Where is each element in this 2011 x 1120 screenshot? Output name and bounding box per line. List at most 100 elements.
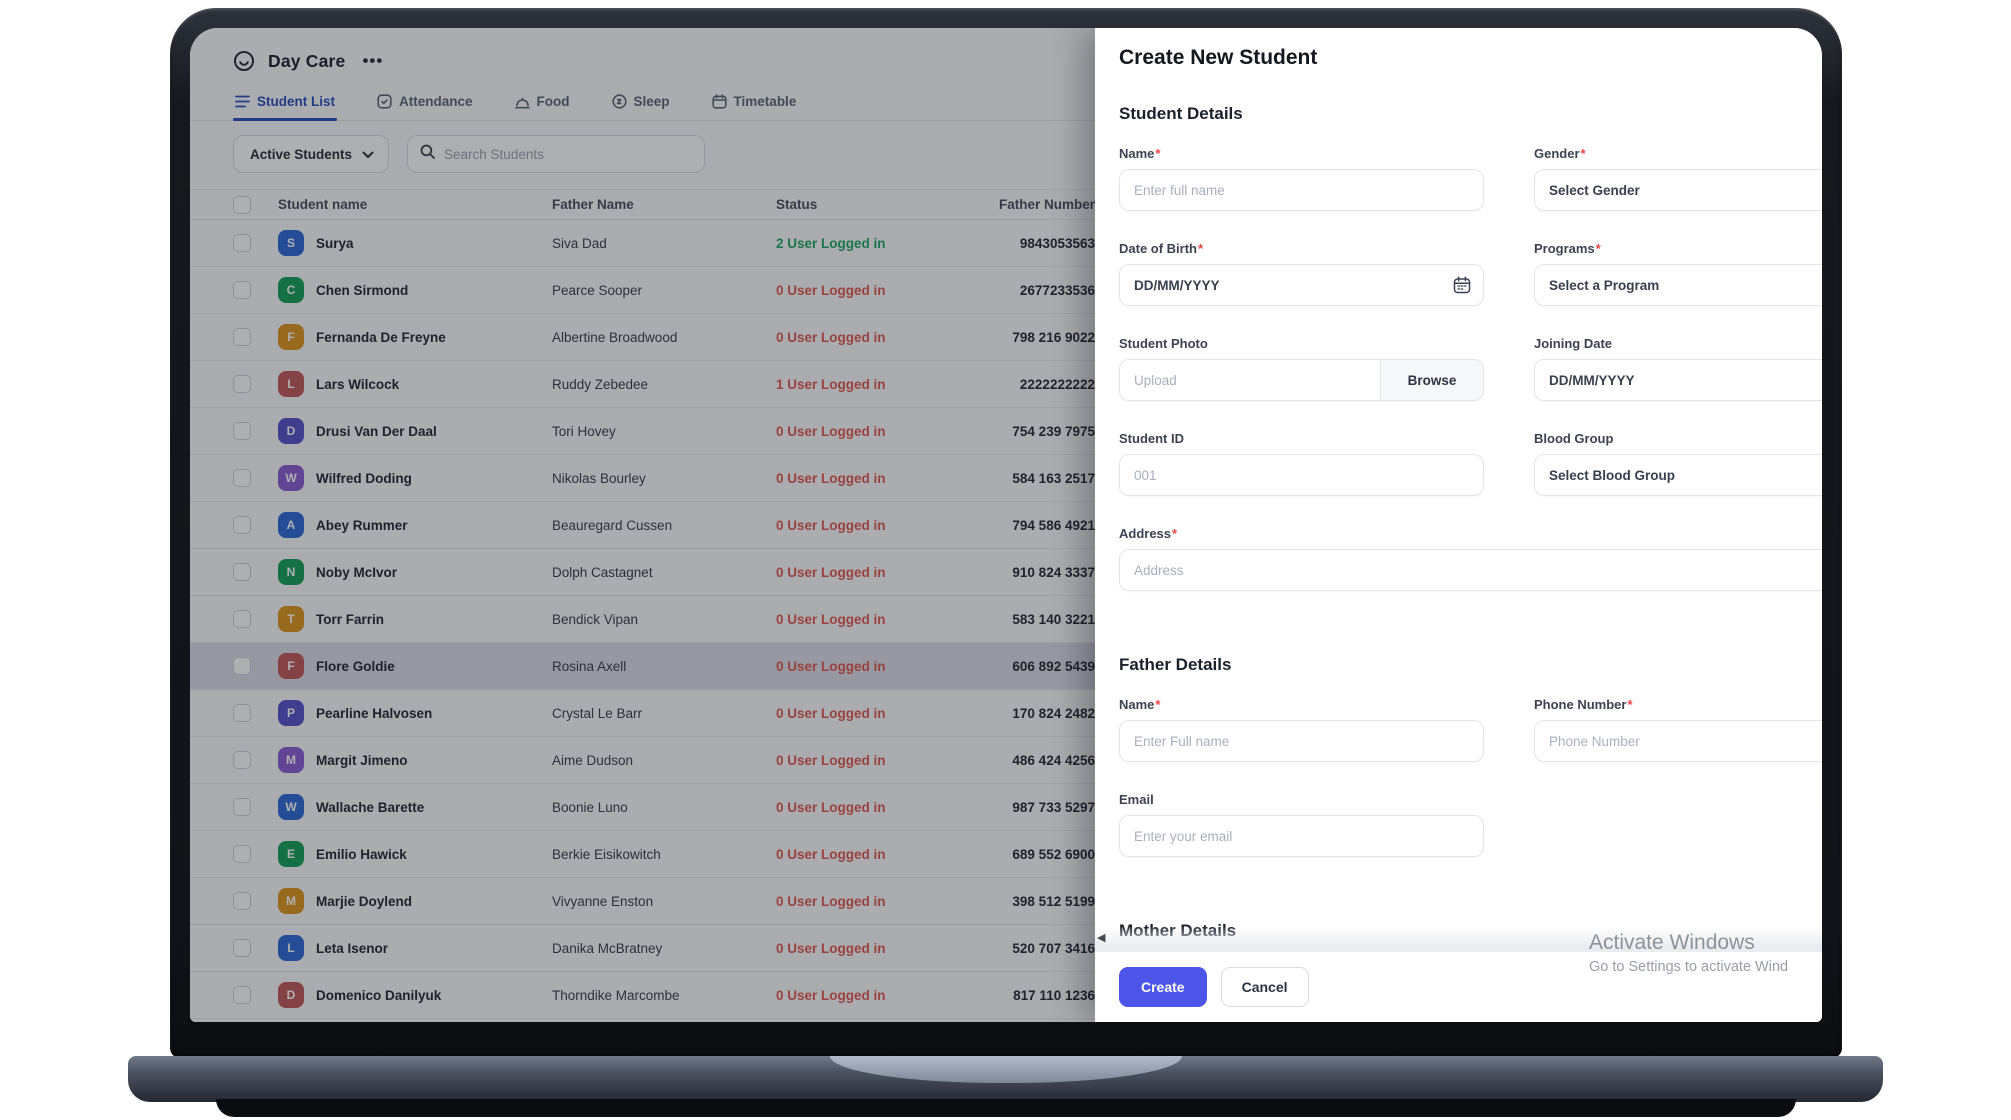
avatar: T <box>278 606 304 632</box>
status-text: 0 User Logged in <box>776 705 886 721</box>
search-input[interactable] <box>444 146 693 162</box>
row-checkbox[interactable] <box>233 892 251 910</box>
tab-food[interactable]: Food <box>513 90 572 120</box>
student-name: Surya <box>316 235 354 251</box>
row-checkbox[interactable] <box>233 234 251 252</box>
student-name: Abey Rummer <box>316 517 408 533</box>
student-photo-input[interactable]: Upload Browse <box>1119 359 1484 401</box>
date-of-birth-text: DD/MM/YYYY <box>1134 277 1220 293</box>
required-asterisk: * <box>1155 146 1161 161</box>
column-header-student-name: Student name <box>278 197 368 212</box>
father-name: Siva Dad <box>552 235 607 251</box>
table-row[interactable]: T Torr Farrin Bendick Vipan 0 User Logge… <box>190 596 1103 643</box>
student-name: Noby McIvor <box>316 564 398 580</box>
tab-timetable[interactable]: Timetable <box>710 90 799 120</box>
row-checkbox[interactable] <box>233 845 251 863</box>
date-of-birth-input[interactable]: DD/MM/YYYY <box>1119 264 1484 306</box>
status-text: 0 User Logged in <box>776 658 886 674</box>
row-checkbox[interactable] <box>233 328 251 346</box>
student-id-input[interactable]: 001 <box>1119 454 1484 496</box>
row-checkbox[interactable] <box>233 610 251 628</box>
row-checkbox[interactable] <box>233 657 251 675</box>
required-asterisk: * <box>1155 697 1161 712</box>
table-row[interactable]: F Fernanda De Freyne Albertine Broadwood… <box>190 314 1103 361</box>
table-row[interactable]: N Noby McIvor Dolph Castagnet 0 User Log… <box>190 549 1103 596</box>
row-checkbox[interactable] <box>233 704 251 722</box>
row-checkbox[interactable] <box>233 422 251 440</box>
gender-field: Gender* Select Gender <box>1534 146 1822 211</box>
select-all-checkbox[interactable] <box>233 195 251 214</box>
father-name: Thorndike Marcombe <box>552 987 680 1003</box>
table-row[interactable]: L Lars Wilcock Ruddy Zebedee 1 User Logg… <box>190 361 1103 408</box>
table-row[interactable]: D Drusi Van Der Daal Tori Hovey 0 User L… <box>190 408 1103 455</box>
father-phone-input[interactable]: Phone Number <box>1534 720 1822 762</box>
row-checkbox[interactable] <box>233 516 251 534</box>
create-button[interactable]: Create <box>1119 967 1207 1007</box>
gender-select[interactable]: Select Gender <box>1534 169 1822 211</box>
status-text: 0 User Logged in <box>776 752 886 768</box>
row-checkbox[interactable] <box>233 281 251 299</box>
column-header-status: Status <box>776 197 818 212</box>
table-row[interactable]: W Wilfred Doding Nikolas Bourley 0 User … <box>190 455 1103 502</box>
row-checkbox[interactable] <box>233 939 251 957</box>
table-row[interactable]: M Margit Jimeno Aime Dudson 0 User Logge… <box>190 737 1103 784</box>
avatar: F <box>278 324 304 350</box>
father-name: Ruddy Zebedee <box>552 376 649 392</box>
table-row[interactable]: L Leta Isenor Danika McBratney 0 User Lo… <box>190 925 1103 972</box>
father-name-input[interactable]: Enter Full name <box>1119 720 1484 762</box>
student-photo-field: Student Photo Upload Browse <box>1119 336 1484 401</box>
table-row[interactable]: S Surya Siva Dad 2 User Logged in 984305… <box>190 220 1103 267</box>
status-text: 0 User Logged in <box>776 564 886 580</box>
address-input[interactable]: Address <box>1119 549 1822 591</box>
avatar: L <box>278 935 304 961</box>
programs-select[interactable]: Select a Program <box>1534 264 1822 306</box>
row-checkbox[interactable] <box>233 469 251 487</box>
status-text: 0 User Logged in <box>776 940 886 956</box>
table-row[interactable]: F Flore Goldie Rosina Axell 0 User Logge… <box>190 643 1103 690</box>
browse-button[interactable]: Browse <box>1380 359 1484 401</box>
row-checkbox[interactable] <box>233 563 251 581</box>
row-checkbox[interactable] <box>233 375 251 393</box>
table-row[interactable]: C Chen Sirmond Pearce Sooper 0 User Logg… <box>190 267 1103 314</box>
create-student-drawer: Create New Student Student Details Name* E… <box>1095 28 1822 1022</box>
table-row[interactable]: E Emilio Hawick Berkie Eisikowitch 0 Use… <box>190 831 1103 878</box>
student-name: Drusi Van Der Daal <box>316 423 437 439</box>
more-menu-icon[interactable]: ••• <box>362 51 384 70</box>
app-header: Day Care ••• <box>190 28 1103 76</box>
active-students-dropdown[interactable]: Active Students <box>233 135 390 173</box>
father-email-field: Email Enter your email <box>1119 792 1484 857</box>
row-checkbox[interactable] <box>233 751 251 769</box>
column-header-father-name: Father Name <box>552 197 634 212</box>
joining-date-input[interactable]: DD/MM/YYYY <box>1534 359 1822 401</box>
food-cloche-icon <box>514 95 530 109</box>
avatar: D <box>278 982 304 1008</box>
father-name: Berkie Eisikowitch <box>552 846 661 862</box>
blood-group-select[interactable]: Select Blood Group <box>1534 454 1822 496</box>
date-of-birth-field: Date of Birth* DD/MM/YYYY <box>1119 241 1484 306</box>
avatar: P <box>278 700 304 726</box>
cancel-button[interactable]: Cancel <box>1220 967 1309 1007</box>
table-row[interactable]: A Abey Rummer Beauregard Cussen 0 User L… <box>190 502 1103 549</box>
required-asterisk: * <box>1595 241 1601 256</box>
gender-text: Select Gender <box>1549 182 1640 198</box>
father-name: Dolph Castagnet <box>552 564 653 580</box>
table-row[interactable]: W Wallache Barette Boonie Luno 0 User Lo… <box>190 784 1103 831</box>
tab-attendance[interactable]: Attendance <box>375 90 475 120</box>
required-asterisk: * <box>1198 241 1204 256</box>
table-row[interactable]: D Domenico Danilyuk Thorndike Marcombe 0… <box>190 972 1103 1019</box>
avatar: C <box>278 277 304 303</box>
search-students-box[interactable] <box>407 135 706 173</box>
tab-student-list[interactable]: Student List <box>233 90 337 121</box>
row-checkbox[interactable] <box>233 986 251 1004</box>
row-checkbox[interactable] <box>233 798 251 816</box>
student-name-input[interactable]: Enter full name <box>1119 169 1484 211</box>
table-row[interactable]: P Pearline Halvosen Crystal Le Barr 0 Us… <box>190 690 1103 737</box>
student-name: Leta Isenor <box>316 940 389 956</box>
drawer-collapse-chevron-left-icon[interactable]: ◀ <box>1097 932 1106 944</box>
tab-sleep[interactable]: Sleep <box>610 90 672 120</box>
calendar-icon[interactable] <box>1453 276 1471 294</box>
father-number: 910 824 3337 <box>1012 564 1095 580</box>
address-field: Address* Address <box>1119 526 1822 591</box>
table-row[interactable]: M Marjie Doylend Vivyanne Enston 0 User … <box>190 878 1103 925</box>
father-email-input[interactable]: Enter your email <box>1119 815 1484 857</box>
